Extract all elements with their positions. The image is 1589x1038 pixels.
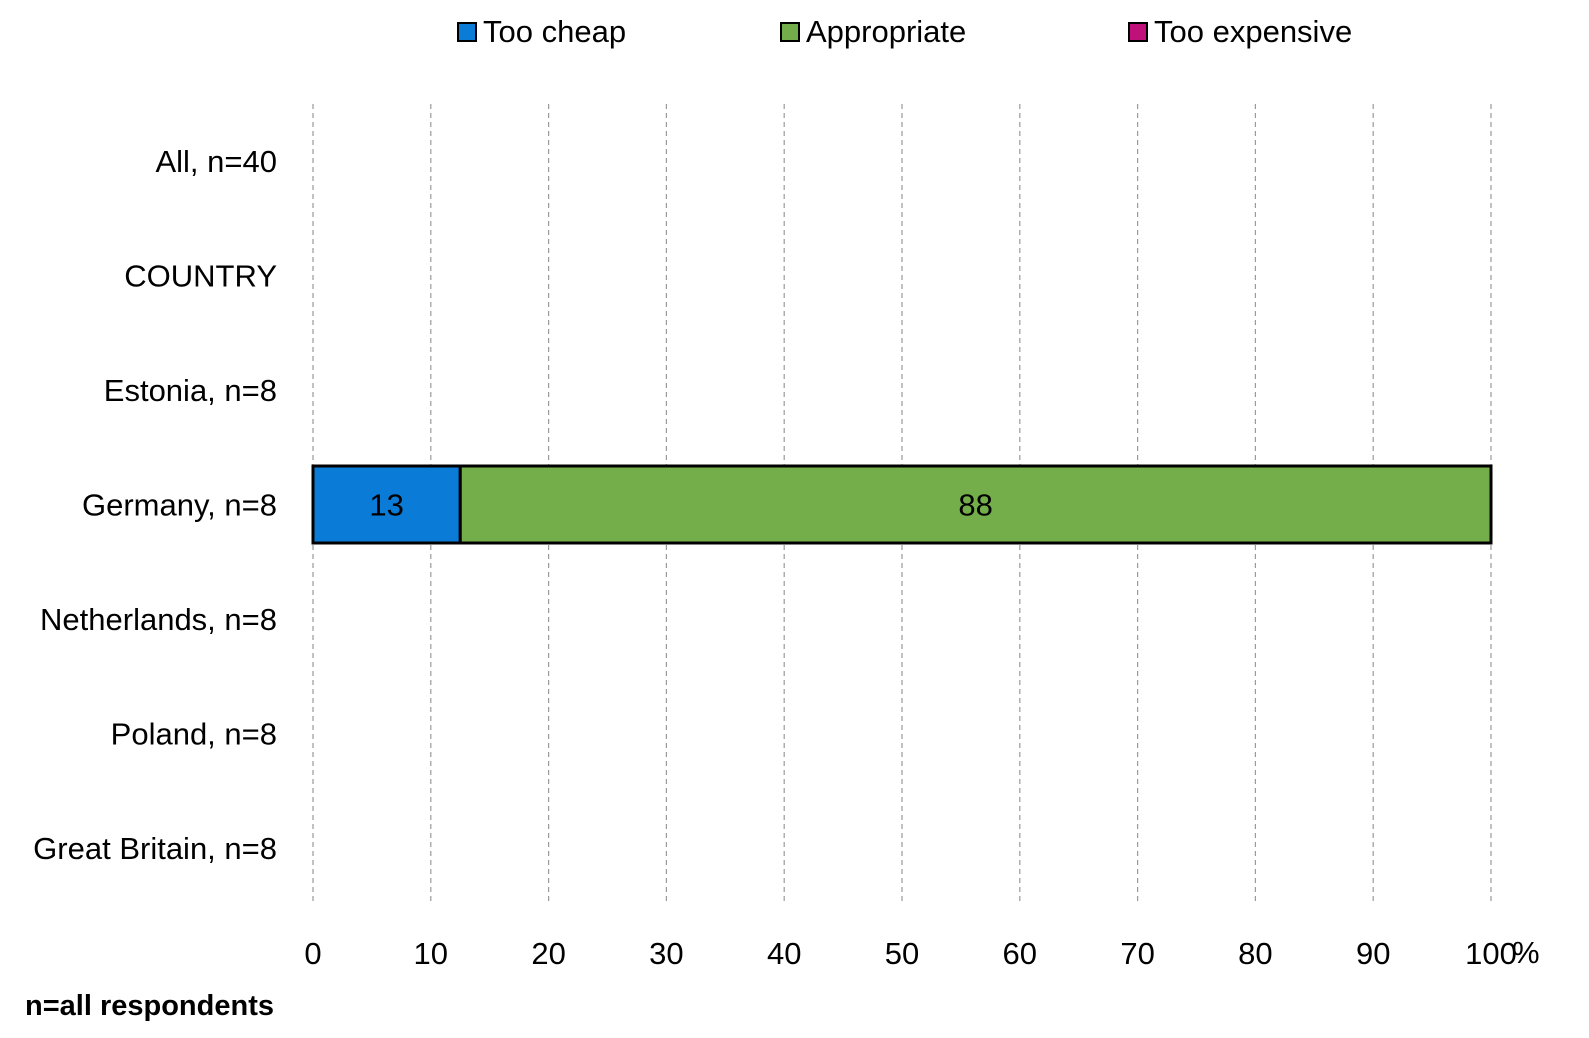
- category-label: Estonia, n=8: [104, 373, 277, 408]
- x-tick-label: 10: [414, 936, 448, 971]
- x-tick-label: 20: [531, 936, 565, 971]
- x-tick-label: 0: [304, 936, 321, 971]
- category-label: Germany, n=8: [82, 488, 277, 523]
- x-tick-label: 30: [649, 936, 683, 971]
- category-label: All, n=40: [155, 144, 277, 179]
- x-tick-label: 90: [1356, 936, 1390, 971]
- data-label: 13: [369, 488, 403, 523]
- category-label: COUNTRY: [124, 259, 277, 294]
- footnote: n=all respondents: [25, 990, 274, 1023]
- x-tick-label: 80: [1238, 936, 1272, 971]
- category-label: Great Britain, n=8: [33, 831, 277, 866]
- data-label: 88: [958, 488, 992, 523]
- x-axis-unit: %: [1512, 935, 1540, 971]
- category-label: Netherlands, n=8: [40, 602, 277, 637]
- category-label: Poland, n=8: [111, 716, 277, 751]
- x-tick-label: 70: [1120, 936, 1154, 971]
- x-tick-label: 100: [1465, 936, 1517, 971]
- x-tick-label: 40: [767, 936, 801, 971]
- x-tick-label: 60: [1003, 936, 1037, 971]
- x-tick-label: 50: [885, 936, 919, 971]
